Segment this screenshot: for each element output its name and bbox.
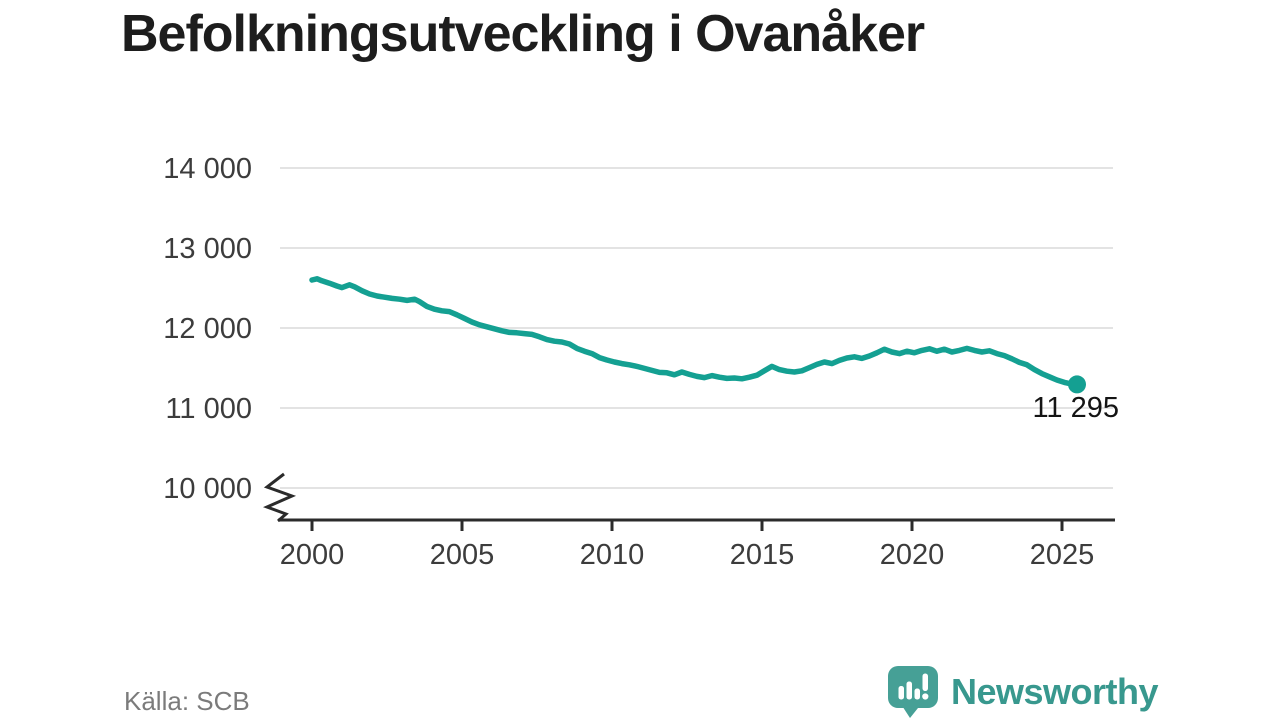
y-tick-label-12000: 12 000 — [163, 313, 252, 345]
chart-title: Befolkningsutveckling i Ovanåker — [121, 5, 925, 63]
population-series-line — [309, 276, 1080, 388]
x-tick-label-2000: 2000 — [279, 539, 345, 571]
source-attribution: Källa: SCB — [124, 686, 250, 716]
newsworthy-logo-text: Newsworthy — [950, 671, 1159, 712]
x-tick-label-2020: 2020 — [879, 539, 945, 571]
x-tick-label-2010: 2010 — [579, 539, 645, 571]
x-tick-label-2005: 2005 — [429, 539, 495, 571]
latest-value-label: 11 295 — [1032, 392, 1119, 424]
y-tick-label-14000: 14 000 — [163, 153, 252, 185]
newsworthy-logo: Newsworthy — [887, 664, 1159, 720]
newsworthy-logo-icon — [887, 666, 938, 718]
y-tick-label-13000: 13 000 — [163, 233, 252, 265]
y-axis-break-icon — [262, 472, 297, 523]
x-tick-label-2015: 2015 — [729, 539, 795, 571]
y-tick-label-11000: 11 000 — [165, 393, 252, 425]
x-tick-label-2025: 2025 — [1029, 539, 1095, 571]
latest-value-marker — [1068, 375, 1086, 394]
y-tick-label-10000: 10 000 — [163, 473, 252, 505]
